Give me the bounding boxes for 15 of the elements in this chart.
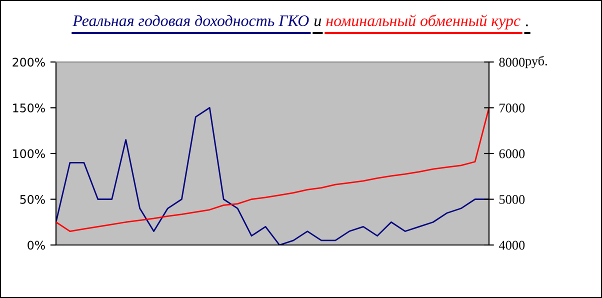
text: и [314,18,322,26]
y2-axis-title: руб. [525,56,547,68]
y2-tick-label: 4000 [498,240,525,250]
y2-tick-label: 8000 [499,58,525,67]
y2-tick-label: 7000 [500,104,525,112]
text: Реальная годовая доходность ГКО [72,14,309,26]
y2-tick-label: 6000 [499,149,525,158]
y-tick-label: 200% [12,58,45,67]
text: номинальный обменный курс [326,14,520,30]
y-tick-label: 100% [13,149,45,158]
y2-tick-label: 5000 [499,195,525,204]
y-tick-label: 150% [13,103,45,112]
y-tick-label: 50% [20,194,45,204]
text: . [526,24,528,26]
y-tick-label: 0% [28,240,45,250]
